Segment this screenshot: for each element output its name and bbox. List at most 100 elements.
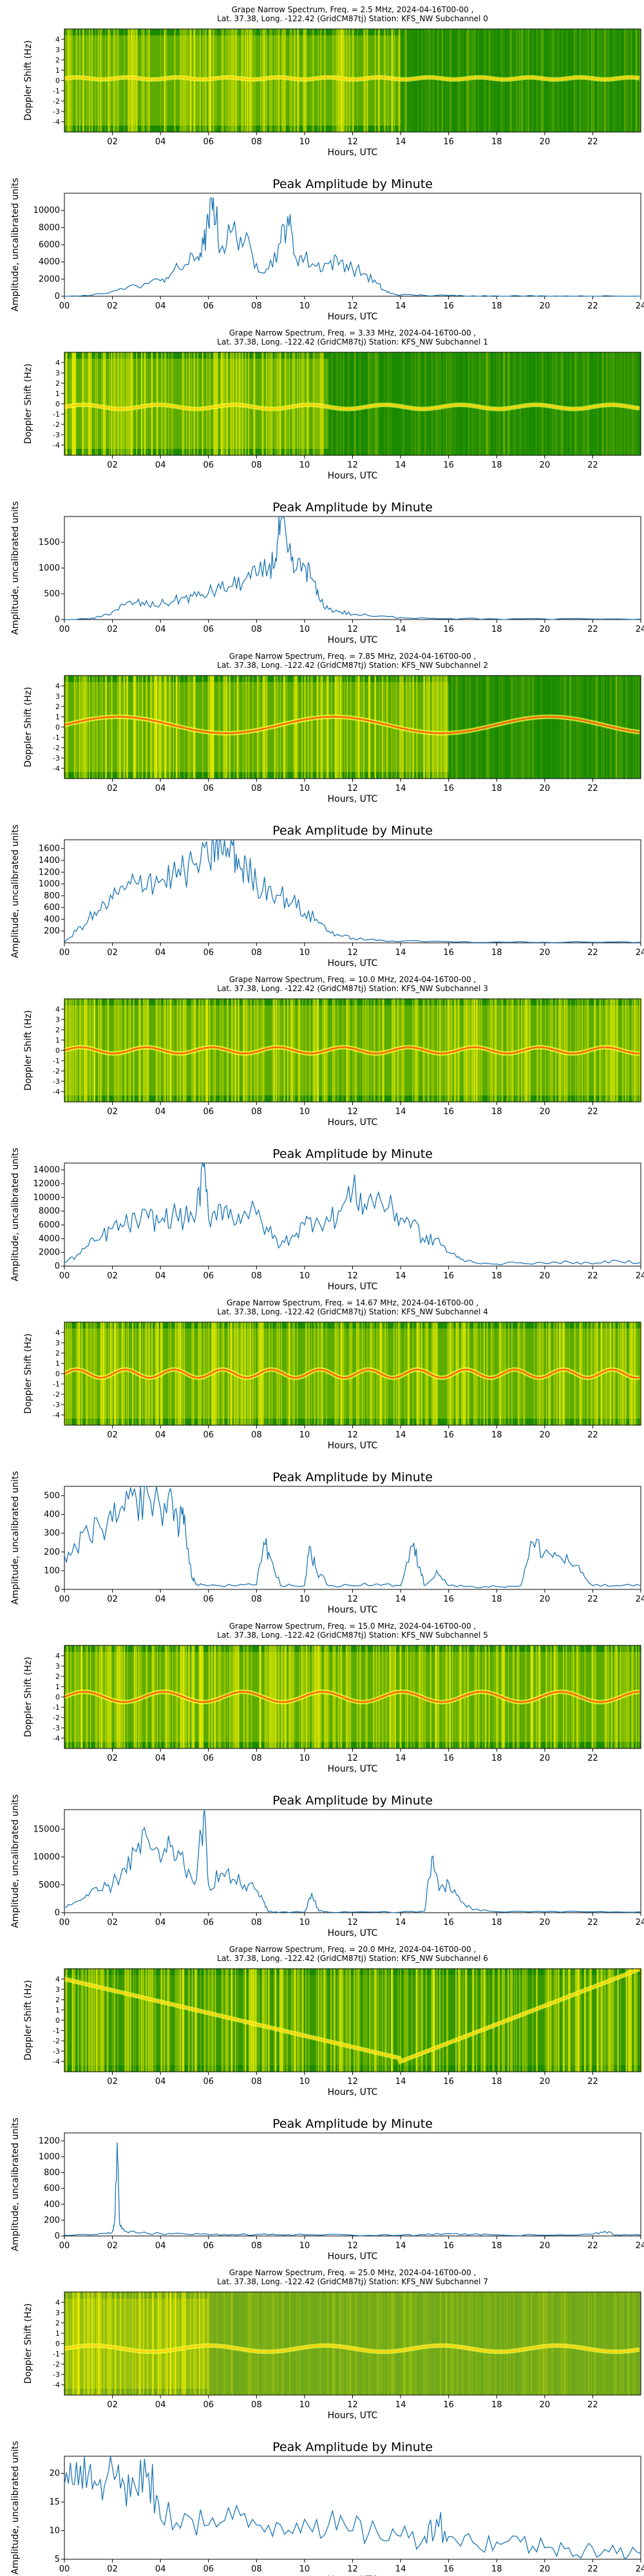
spectrogram-streak	[594, 676, 596, 779]
spectrogram-streak	[545, 2292, 548, 2395]
y-tick-label: 1	[55, 1683, 60, 1691]
spectrogram-streak	[191, 352, 193, 455]
spectrogram-streak	[372, 2292, 374, 2395]
y-tick-label: 800	[44, 891, 60, 901]
spectrogram-streak	[507, 352, 510, 455]
y-tick-label: 4	[55, 2298, 60, 2307]
spectrogram-streak	[336, 676, 339, 779]
spectrogram-streak	[151, 676, 153, 779]
spectrogram-streak	[555, 352, 556, 455]
spectrogram-streak	[496, 352, 498, 455]
x-tick-label: 16	[443, 2400, 454, 2410]
x-tick-label: 20	[540, 784, 551, 793]
spectrogram-streak	[469, 999, 471, 1102]
spectrogram-streak	[349, 1322, 351, 1425]
spectrogram-streak	[433, 1969, 435, 2072]
spectrogram-streak	[574, 1969, 576, 2072]
spectrogram-streak	[587, 352, 589, 455]
x-tick-label: 08	[251, 948, 262, 958]
spectrogram-streak	[603, 2292, 605, 2395]
spectrogram-streak	[445, 676, 448, 779]
y-tick-label: -2	[53, 421, 60, 429]
spectrogram-streak	[565, 676, 567, 779]
spectrogram-streak	[227, 1969, 229, 2072]
spectrogram-streak	[375, 2292, 378, 2395]
spectrogram-streak	[465, 1969, 467, 2072]
y-tick-label: 4	[55, 1975, 60, 1984]
x-tick-label: 08	[251, 2077, 262, 2087]
spectrogram-streak	[268, 1969, 270, 2072]
spectrogram-streak	[66, 29, 67, 132]
spectrogram-streak	[514, 352, 516, 455]
spectrogram-streak	[340, 352, 341, 455]
spectrogram-streak	[486, 352, 488, 455]
spectrogram-streak	[206, 999, 208, 1102]
spectrogram-streak	[518, 1322, 520, 1425]
spectrogram-streak	[171, 999, 173, 1102]
x-tick-label: 22	[587, 1107, 598, 1117]
spectrogram-streak	[575, 352, 577, 455]
spectrogram-streak	[326, 1969, 327, 2072]
spectrogram-streak	[583, 1969, 585, 2072]
spectrogram-streak	[417, 1969, 420, 2072]
spectrogram-streak	[627, 1969, 629, 2072]
spectrogram-streak	[486, 352, 488, 455]
spectrogram-streak	[586, 1322, 589, 1425]
spectrogram-streak	[392, 1645, 395, 1748]
spectrogram-streak	[417, 1322, 419, 1425]
spectrogram-streak	[102, 1322, 104, 1425]
spectrogram-streak	[103, 352, 106, 455]
spectrogram-streak	[482, 1969, 484, 2072]
spectrogram-streak	[229, 29, 231, 132]
x-tick-label: 14	[395, 2400, 406, 2410]
spectrogram-streak	[358, 676, 360, 779]
spectrogram-streak	[86, 676, 88, 779]
spectrogram-streak	[416, 352, 418, 455]
y-tick-label: -3	[53, 1724, 60, 1732]
spectrogram-streak	[524, 2292, 526, 2395]
spectrogram-streak	[471, 676, 473, 779]
y-tick-label: 2000	[39, 1248, 60, 1258]
spectrogram-streak	[537, 2292, 538, 2395]
spectrogram-streak	[363, 2292, 365, 2395]
spectrogram-streak	[431, 676, 433, 779]
spectrogram-streak	[447, 1969, 449, 2072]
spectrogram-streak	[308, 999, 310, 1102]
spectrogram-streak	[193, 2292, 195, 2395]
spectrogram-streak	[332, 2292, 334, 2395]
spectrogram-streak	[294, 1322, 295, 1425]
spectrogram-streak	[518, 1645, 520, 1748]
spectrogram-streak	[301, 676, 303, 779]
spectrogram-streak	[614, 1322, 616, 1425]
spectrogram-streak	[440, 352, 442, 455]
y-tick-label: 0	[55, 723, 60, 732]
x-tick-label: 12	[347, 2241, 358, 2251]
x-tick-label: 24	[636, 1918, 644, 1927]
amplitude-title: Peak Amplitude by Minute	[272, 2117, 433, 2131]
spectrogram-streak	[202, 352, 204, 455]
x-tick-label: 14	[395, 784, 406, 793]
spectrogram-streak	[631, 999, 634, 1102]
spectrogram-streak	[343, 1322, 345, 1425]
spectrogram-streak	[106, 1969, 108, 2072]
x-tick-label: 06	[203, 948, 214, 958]
x-tick-label: 16	[443, 301, 454, 311]
spectrogram-streak	[189, 352, 190, 455]
spectrogram-streak	[118, 1645, 120, 1748]
spectrogram-streak	[576, 1969, 578, 2072]
x-tick-label: 12	[347, 2077, 358, 2087]
spectrogram-streak	[194, 1969, 196, 2072]
spectrogram-streak	[153, 676, 155, 779]
spectrogram-streak	[78, 1645, 80, 1748]
spectrogram-streak	[289, 1645, 290, 1748]
spectrogram-streak	[84, 676, 86, 779]
spectrogram-streak	[129, 1969, 131, 2072]
spectrogram-streak	[80, 1645, 82, 1748]
spectrogram-streak	[520, 2292, 522, 2395]
spectrogram-streak	[577, 1969, 578, 2072]
spectrogram-streak	[427, 29, 429, 132]
spectrogram-streak	[134, 2292, 137, 2395]
y-axis-label: Amplitude, uncalibrated units	[10, 2117, 21, 2251]
spectrogram-streak	[117, 29, 119, 132]
